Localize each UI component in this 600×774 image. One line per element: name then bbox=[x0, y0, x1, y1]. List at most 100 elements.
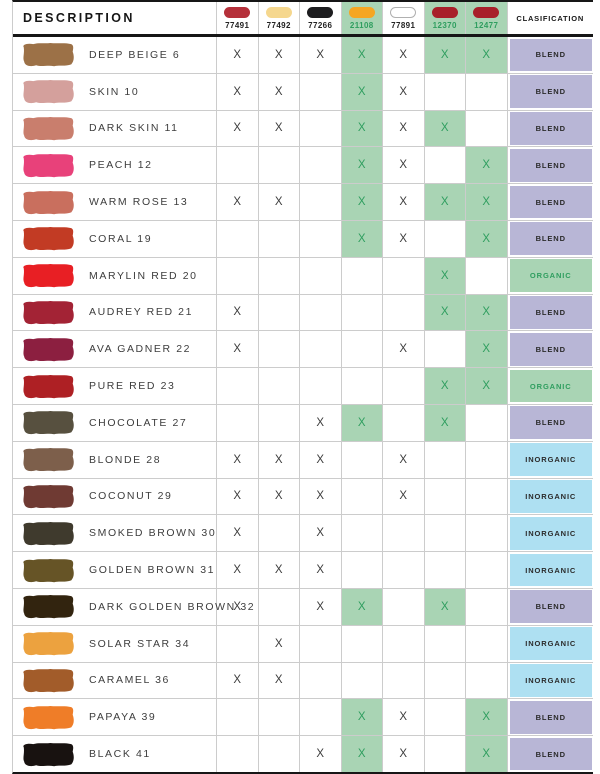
pigment-pill-icon bbox=[348, 6, 375, 18]
mark-cell bbox=[466, 404, 508, 441]
mark-cell bbox=[342, 294, 383, 331]
colorant-column-headers: 77491 77492 77266 21108 77891 12370 1247… bbox=[217, 2, 508, 34]
pigment-swatch-icon bbox=[23, 43, 74, 67]
pigment-name: DARK GOLDEN BROWN 32 bbox=[89, 600, 256, 613]
mark-cell bbox=[466, 441, 508, 478]
pigment-table: DESCRIPTION 77491 77492 77266 21108 7789… bbox=[12, 0, 593, 774]
mark-cell: X bbox=[383, 37, 425, 73]
classification-cell: BLEND bbox=[508, 699, 594, 735]
table-row: SOLAR STAR 34 X INORGANIC bbox=[13, 625, 593, 663]
mark-cell bbox=[425, 625, 466, 662]
mark-cell: X bbox=[383, 147, 425, 184]
mark-cell bbox=[342, 368, 383, 404]
mark-cell bbox=[466, 73, 508, 110]
mark-cell bbox=[466, 110, 508, 147]
classification-badge: INORGANIC bbox=[509, 553, 592, 587]
mark-cell bbox=[383, 552, 425, 588]
mark-cell: X bbox=[424, 110, 466, 147]
mark-cell: X bbox=[341, 699, 383, 736]
pigment-name: CARAMEL 36 bbox=[89, 674, 170, 687]
mark-cell bbox=[383, 257, 425, 294]
mark-cell: X bbox=[424, 588, 466, 625]
mark-cell bbox=[342, 478, 383, 515]
pigment-swatch-icon bbox=[23, 80, 74, 104]
classification-badge: INORGANIC bbox=[509, 480, 592, 513]
mark-cell bbox=[217, 147, 259, 184]
mark-cell: X bbox=[341, 220, 383, 257]
pigment-swatch-icon bbox=[23, 595, 74, 619]
pigment-name: SKIN 10 bbox=[89, 85, 140, 98]
mark-cell: X bbox=[466, 184, 508, 220]
mark-cell: X bbox=[466, 368, 508, 404]
classification-cell: BLEND bbox=[508, 74, 594, 110]
mark-cell: X bbox=[383, 736, 425, 772]
mark-cell: X bbox=[383, 220, 425, 257]
pigment-swatch-icon bbox=[23, 116, 74, 141]
mark-cell bbox=[425, 73, 466, 110]
pigment-swatch-icon bbox=[23, 558, 74, 582]
colorant-column-header: 12477 bbox=[466, 2, 508, 34]
mark-cell bbox=[259, 404, 300, 441]
mark-cell: X bbox=[259, 441, 300, 478]
mark-cell: X bbox=[217, 110, 259, 147]
description-cell: AVA GADNER 22 bbox=[13, 331, 217, 368]
classification-cell: INORGANIC bbox=[508, 552, 594, 588]
mark-cell bbox=[425, 552, 466, 588]
classification-cell: ORGANIC bbox=[508, 368, 594, 404]
classification-cell: INORGANIC bbox=[508, 515, 594, 551]
mark-cell: X bbox=[383, 73, 425, 110]
mark-cell: X bbox=[259, 662, 300, 699]
mark-cell bbox=[300, 294, 342, 331]
mark-cell bbox=[425, 478, 466, 515]
classification-badge: ORGANIC bbox=[509, 259, 592, 293]
mark-cell bbox=[383, 625, 425, 662]
colorant-code: 12477 bbox=[474, 20, 499, 30]
mark-cell: X bbox=[259, 110, 300, 147]
pigment-name: PAPAYA 39 bbox=[89, 711, 157, 724]
mark-cell bbox=[217, 699, 259, 736]
mark-cell: X bbox=[259, 625, 300, 662]
mark-cell bbox=[425, 736, 466, 772]
mark-cell: X bbox=[466, 147, 508, 184]
pigment-swatch-icon bbox=[23, 227, 74, 251]
classification-badge: BLEND bbox=[509, 185, 592, 219]
description-cell: CORAL 19 bbox=[13, 220, 217, 257]
pigment-name: AVA GADNER 22 bbox=[89, 343, 192, 356]
mark-cell: X bbox=[217, 73, 259, 110]
pigment-swatch-icon bbox=[23, 448, 74, 472]
description-cell: DARK GOLDEN BROWN 32 bbox=[13, 588, 254, 625]
mark-cell bbox=[342, 662, 383, 699]
table-row: MARYLIN RED 20 X ORGANIC bbox=[13, 257, 593, 295]
pigment-name: AUDREY RED 21 bbox=[89, 306, 194, 319]
mark-cell: X bbox=[300, 736, 342, 772]
mark-cell bbox=[466, 515, 508, 552]
mark-cell: X bbox=[466, 736, 508, 772]
classification-cell: BLEND bbox=[508, 405, 594, 441]
mark-cell: X bbox=[217, 294, 259, 331]
mark-cell bbox=[383, 588, 425, 625]
description-cell: SOLAR STAR 34 bbox=[13, 625, 217, 662]
mark-cell: X bbox=[217, 552, 259, 588]
classification-badge: INORGANIC bbox=[509, 516, 592, 550]
description-cell: AUDREY RED 21 bbox=[13, 294, 217, 331]
colorant-column-header: 12370 bbox=[424, 2, 466, 34]
pigment-swatch-icon bbox=[23, 521, 74, 545]
mark-cell bbox=[300, 625, 342, 662]
mark-cell: X bbox=[383, 699, 425, 736]
classification-badge: BLEND bbox=[509, 296, 592, 329]
